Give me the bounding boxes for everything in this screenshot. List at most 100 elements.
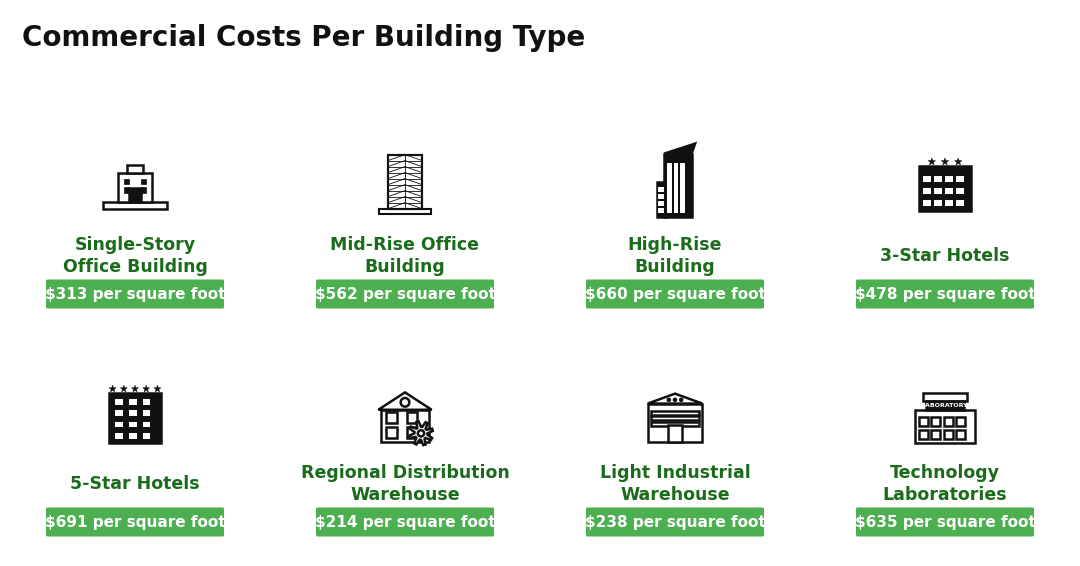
Text: Technology
Laboratories: Technology Laboratories bbox=[882, 464, 1008, 504]
Bar bbox=[143, 399, 150, 405]
Bar bbox=[931, 430, 941, 439]
Bar bbox=[922, 393, 968, 401]
Polygon shape bbox=[120, 385, 127, 392]
Circle shape bbox=[674, 398, 676, 401]
Circle shape bbox=[401, 398, 409, 406]
Bar bbox=[379, 209, 431, 214]
Bar bbox=[919, 166, 971, 211]
Circle shape bbox=[418, 430, 424, 436]
Text: Single-Story
Office Building: Single-Story Office Building bbox=[63, 236, 207, 276]
Text: $635 per square foot: $635 per square foot bbox=[854, 514, 1036, 530]
Bar bbox=[387, 412, 397, 423]
Bar bbox=[143, 410, 150, 416]
Text: LABORATORY: LABORATORY bbox=[921, 403, 969, 408]
Bar bbox=[116, 433, 123, 439]
Polygon shape bbox=[955, 158, 962, 165]
FancyBboxPatch shape bbox=[316, 280, 494, 308]
FancyBboxPatch shape bbox=[46, 280, 224, 308]
Bar bbox=[124, 179, 130, 185]
Bar bbox=[388, 155, 422, 209]
Text: Commercial Costs Per Building Type: Commercial Costs Per Building Type bbox=[22, 24, 585, 52]
Bar bbox=[651, 422, 699, 426]
Bar bbox=[945, 188, 953, 194]
FancyBboxPatch shape bbox=[46, 508, 224, 537]
Bar bbox=[659, 194, 663, 199]
Bar bbox=[118, 173, 152, 201]
Bar bbox=[926, 401, 964, 410]
Bar bbox=[922, 188, 931, 194]
Bar bbox=[944, 430, 953, 439]
Bar bbox=[648, 404, 702, 442]
Bar bbox=[931, 417, 941, 426]
Bar bbox=[140, 187, 146, 193]
Bar bbox=[669, 424, 681, 442]
Text: $691 per square foot: $691 per square foot bbox=[44, 514, 226, 530]
Polygon shape bbox=[143, 385, 150, 392]
Bar bbox=[407, 427, 417, 438]
Polygon shape bbox=[942, 158, 948, 165]
Bar bbox=[956, 200, 963, 206]
Text: $238 per square foot: $238 per square foot bbox=[584, 514, 766, 530]
Bar bbox=[945, 200, 953, 206]
Bar bbox=[109, 393, 161, 443]
Bar bbox=[944, 417, 953, 426]
Bar bbox=[922, 176, 931, 182]
Bar bbox=[129, 399, 136, 405]
Bar bbox=[387, 427, 397, 438]
Bar bbox=[667, 163, 672, 213]
Text: $478 per square foot: $478 per square foot bbox=[854, 286, 1036, 302]
Bar bbox=[664, 153, 691, 217]
Polygon shape bbox=[664, 144, 696, 153]
Text: $660 per square foot: $660 per square foot bbox=[584, 286, 766, 302]
Bar bbox=[143, 433, 150, 439]
Bar bbox=[680, 163, 685, 213]
FancyBboxPatch shape bbox=[586, 508, 764, 537]
Bar bbox=[934, 200, 942, 206]
Bar bbox=[922, 200, 931, 206]
Polygon shape bbox=[928, 158, 935, 165]
Bar bbox=[945, 176, 953, 182]
Text: $313 per square foot: $313 per square foot bbox=[44, 286, 226, 302]
Text: $214 per square foot: $214 per square foot bbox=[314, 514, 496, 530]
Bar bbox=[956, 176, 963, 182]
Polygon shape bbox=[109, 385, 117, 392]
Text: High-Rise
Building: High-Rise Building bbox=[627, 236, 723, 276]
Bar bbox=[129, 433, 136, 439]
Bar bbox=[919, 430, 928, 439]
FancyBboxPatch shape bbox=[316, 508, 494, 537]
Bar bbox=[407, 412, 417, 423]
FancyBboxPatch shape bbox=[586, 280, 764, 308]
Circle shape bbox=[667, 398, 671, 401]
Polygon shape bbox=[378, 392, 432, 410]
Bar bbox=[116, 422, 123, 427]
FancyBboxPatch shape bbox=[856, 280, 1034, 308]
Text: Mid-Rise Office
Building: Mid-Rise Office Building bbox=[330, 236, 480, 276]
Polygon shape bbox=[132, 385, 138, 392]
Bar bbox=[674, 163, 678, 213]
Bar bbox=[143, 422, 150, 427]
Text: $562 per square foot: $562 per square foot bbox=[314, 286, 496, 302]
Bar bbox=[140, 179, 146, 185]
Text: Regional Distribution
Warehouse: Regional Distribution Warehouse bbox=[300, 464, 510, 504]
Bar bbox=[956, 417, 966, 426]
Text: 3-Star Hotels: 3-Star Hotels bbox=[880, 247, 1010, 265]
Polygon shape bbox=[648, 393, 702, 404]
Bar bbox=[915, 410, 975, 443]
Text: Light Industrial
Warehouse: Light Industrial Warehouse bbox=[599, 464, 751, 504]
Bar bbox=[124, 187, 130, 193]
Bar bbox=[126, 165, 144, 173]
Bar bbox=[116, 399, 123, 405]
Bar bbox=[919, 417, 928, 426]
Text: 5-Star Hotels: 5-Star Hotels bbox=[70, 475, 200, 493]
Bar bbox=[659, 208, 663, 213]
Polygon shape bbox=[153, 385, 161, 392]
Bar bbox=[956, 430, 966, 439]
Bar bbox=[651, 411, 699, 415]
Bar bbox=[659, 201, 663, 206]
Polygon shape bbox=[409, 422, 433, 445]
Bar bbox=[129, 422, 136, 427]
Circle shape bbox=[679, 398, 683, 401]
FancyBboxPatch shape bbox=[856, 508, 1034, 537]
Bar bbox=[381, 410, 429, 442]
Bar bbox=[116, 410, 123, 416]
